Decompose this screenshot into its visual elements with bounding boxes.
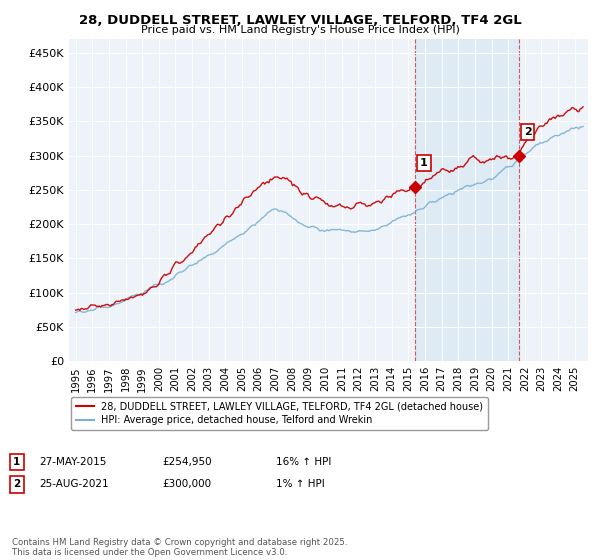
Text: £300,000: £300,000 bbox=[162, 479, 211, 489]
Text: Price paid vs. HM Land Registry's House Price Index (HPI): Price paid vs. HM Land Registry's House … bbox=[140, 25, 460, 35]
Text: 25-AUG-2021: 25-AUG-2021 bbox=[39, 479, 109, 489]
Text: 1: 1 bbox=[13, 457, 20, 467]
Text: 27-MAY-2015: 27-MAY-2015 bbox=[39, 457, 106, 467]
Bar bbox=[415, 39, 519, 361]
Legend: 28, DUDDELL STREET, LAWLEY VILLAGE, TELFORD, TF4 2GL (detached house), HPI: Aver: 28, DUDDELL STREET, LAWLEY VILLAGE, TELF… bbox=[71, 396, 488, 430]
Text: 1% ↑ HPI: 1% ↑ HPI bbox=[276, 479, 325, 489]
Text: 1: 1 bbox=[420, 158, 428, 168]
Text: 2: 2 bbox=[13, 479, 20, 489]
Text: 2: 2 bbox=[524, 127, 532, 137]
Text: 28, DUDDELL STREET, LAWLEY VILLAGE, TELFORD, TF4 2GL: 28, DUDDELL STREET, LAWLEY VILLAGE, TELF… bbox=[79, 14, 521, 27]
Text: £254,950: £254,950 bbox=[162, 457, 212, 467]
Text: 16% ↑ HPI: 16% ↑ HPI bbox=[276, 457, 331, 467]
Text: Contains HM Land Registry data © Crown copyright and database right 2025.
This d: Contains HM Land Registry data © Crown c… bbox=[12, 538, 347, 557]
